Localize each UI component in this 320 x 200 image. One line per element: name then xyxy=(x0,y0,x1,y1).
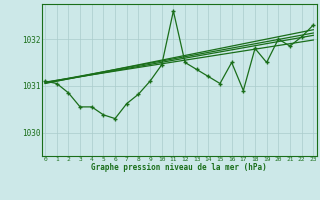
X-axis label: Graphe pression niveau de la mer (hPa): Graphe pression niveau de la mer (hPa) xyxy=(91,163,267,172)
